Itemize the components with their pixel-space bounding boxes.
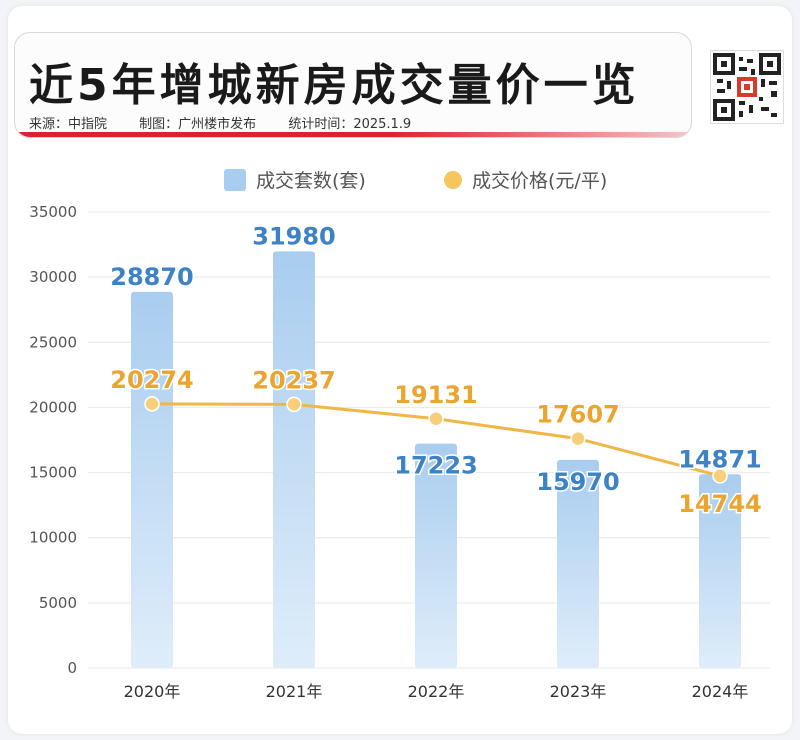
line-point <box>570 430 586 447</box>
bar <box>699 474 741 668</box>
y-tick-label: 30000 <box>29 268 77 286</box>
made-by-text: 制图：广州楼市发布 <box>139 117 257 132</box>
bar-value-label: 15970 <box>536 468 620 496</box>
y-tick-label: 10000 <box>29 529 77 547</box>
bar-value-label: 17223 <box>394 452 478 480</box>
bar <box>557 459 599 668</box>
stat-time-text: 统计时间：2025.1.9 <box>288 117 412 132</box>
y-tick-label: 20000 <box>29 398 77 416</box>
chart-legend: 成交套数(套) 成交价格(元/平) <box>8 166 792 196</box>
x-tick-label: 2021年 <box>266 682 323 701</box>
x-tick-label: 2022年 <box>408 682 465 701</box>
line-value-label: 20237 <box>252 366 336 394</box>
line-point <box>286 396 302 413</box>
bar <box>415 443 457 668</box>
meta-line: 来源：中指院 制图：广州楼市发布 统计时间：2025.1.9 <box>29 113 439 132</box>
legend-swatch-line <box>444 170 462 189</box>
line-value-label: 20274 <box>110 366 194 394</box>
page-title: 近5年增城新房成交量价一览 <box>29 60 640 111</box>
source-text: 来源：中指院 <box>29 117 108 132</box>
bar <box>273 251 315 668</box>
line-value-label: 14744 <box>678 490 762 518</box>
x-tick-label: 2023年 <box>550 682 607 701</box>
x-tick-label: 2024年 <box>692 682 749 701</box>
x-tick-label: 2020年 <box>124 682 181 701</box>
legend-label-bar: 成交套数(套) <box>256 170 366 192</box>
qr-code-icon <box>710 50 784 124</box>
y-tick-label: 15000 <box>29 464 77 482</box>
line-point <box>144 396 160 412</box>
bar-value-label: 28870 <box>110 263 194 291</box>
line-value-label: 17607 <box>536 401 620 429</box>
legend-item-bar: 成交套数(套) <box>224 166 366 193</box>
legend-label-line: 成交价格(元/平) <box>472 170 608 192</box>
y-tick-label: 0 <box>67 659 77 677</box>
legend-swatch-bar <box>224 168 246 191</box>
y-tick-label: 25000 <box>29 333 77 351</box>
line-value-label: 19131 <box>394 381 478 409</box>
title-banner: 近5年增城新房成交量价一览 来源：中指院 制图：广州楼市发布 统计时间：2025… <box>14 32 692 138</box>
line-point <box>712 468 728 484</box>
bar-value-label: 14871 <box>678 445 762 473</box>
bar <box>131 291 173 668</box>
legend-item-line: 成交价格(元/平) <box>444 166 607 193</box>
line-point <box>428 411 444 427</box>
bar-value-label: 31980 <box>252 222 336 250</box>
y-tick-label: 5000 <box>39 594 77 612</box>
y-tick-label: 35000 <box>29 203 77 221</box>
accent-red-line <box>15 132 691 137</box>
